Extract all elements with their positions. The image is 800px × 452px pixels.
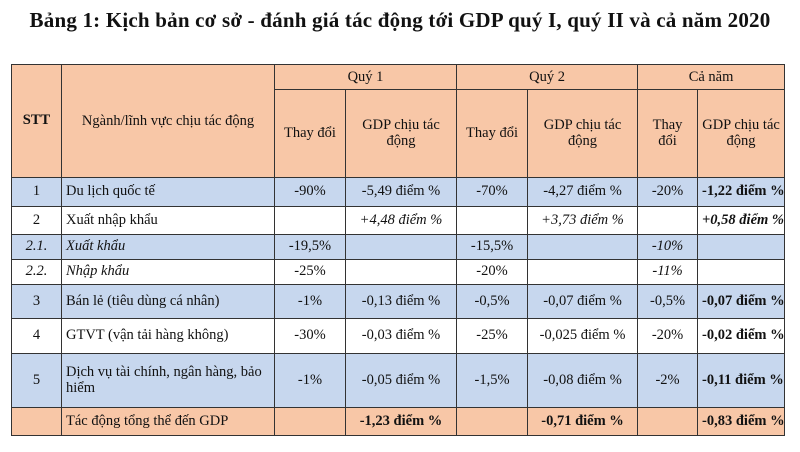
row-sector: Du lịch quốc tế	[61, 176, 275, 207]
row-sector: Xuất khẩu	[61, 233, 275, 260]
header-q2: Quý 2	[456, 64, 639, 90]
row-q2-change: -20%	[456, 258, 529, 285]
total-year-change	[637, 406, 699, 437]
row-q2-gdp	[527, 233, 639, 260]
table-row: 3 Bán lẻ (tiêu dùng cá nhân) -1% -0,13 đ…	[11, 283, 786, 320]
row-q2-change: -0,5%	[456, 283, 529, 320]
row-stt: 4	[11, 318, 62, 354]
row-q1-change: -25%	[274, 258, 346, 285]
row-year-change: -20%	[637, 318, 699, 354]
total-row: Tác động tổng thể đến GDP -1,23 điểm % -…	[11, 406, 786, 437]
row-q2-change	[456, 205, 529, 235]
total-q2-gdp: -0,71 điểm %	[527, 406, 639, 437]
row-stt: 2	[11, 205, 62, 235]
row-stt: 2.1.	[11, 233, 62, 260]
row-q2-gdp: +3,73 điểm %	[527, 205, 639, 235]
header-year-gdp: GDP chịu tác động	[697, 89, 786, 178]
row-year-gdp: -0,11 điểm %	[697, 352, 786, 408]
table-row: 2 Xuất nhập khẩu +4,48 điểm % +3,73 điểm…	[11, 205, 786, 235]
row-q2-gdp: -0,07 điểm %	[527, 283, 639, 320]
header-q2-change: Thay đổi	[456, 89, 529, 178]
total-stt	[11, 406, 62, 437]
row-q2-gdp: -0,025 điểm %	[527, 318, 639, 354]
row-sector: Bán lẻ (tiêu dùng cá nhân)	[61, 283, 275, 320]
row-year-gdp: +0,58 điểm %	[697, 205, 786, 235]
row-year-change: -20%	[637, 176, 699, 207]
row-year-change: -0,5%	[637, 283, 699, 320]
row-q2-change: -15,5%	[456, 233, 529, 260]
row-year-gdp	[697, 233, 786, 260]
header-q1-change: Thay đổi	[274, 89, 346, 178]
header-year: Cả năm	[637, 64, 786, 90]
header-row-metrics: Thay đổi GDP chịu tác động Thay đổi GDP …	[12, 89, 786, 178]
total-year-gdp: -0,83 điểm %	[697, 406, 786, 437]
row-q1-gdp: +4,48 điểm %	[344, 205, 458, 235]
header-q1: Quý 1	[273, 64, 458, 90]
row-q1-gdp	[344, 233, 458, 260]
row-sector: Dịch vụ tài chính, ngân hàng, bảo hiểm	[61, 352, 275, 408]
table-row: 2.1. Xuất khẩu -19,5% -15,5% -10%	[11, 233, 786, 260]
row-q2-gdp: -4,27 điểm %	[527, 176, 639, 207]
row-q1-change: -1%	[274, 352, 346, 408]
row-sector: GTVT (vận tải hàng không)	[61, 318, 275, 354]
total-label: Tác động tổng thể đến GDP	[61, 406, 275, 437]
table-row: 2.2. Nhập khẩu -25% -20% -11%	[11, 258, 786, 285]
row-stt: 3	[11, 283, 62, 320]
table-title: Bảng 1: Kịch bản cơ sở - đánh giá tác độ…	[29, 8, 771, 32]
row-q1-change: -30%	[274, 318, 346, 354]
table-row: 5 Dịch vụ tài chính, ngân hàng, bảo hiểm…	[11, 352, 786, 408]
total-q2-change	[456, 406, 529, 437]
total-q1-change	[274, 406, 346, 437]
total-q1-gdp: -1,23 điểm %	[344, 406, 458, 437]
row-q1-change: -1%	[274, 283, 346, 320]
header-q2-gdp: GDP chịu tác động	[527, 89, 639, 178]
row-q2-gdp: -0,08 điểm %	[527, 352, 639, 408]
row-q1-change: -90%	[274, 176, 346, 207]
row-year-change: -2%	[637, 352, 699, 408]
row-q1-gdp: -5,49 điểm %	[344, 176, 458, 207]
row-year-change: -10%	[637, 233, 699, 260]
row-q1-gdp: -0,03 điểm %	[344, 318, 458, 354]
row-year-change: -11%	[637, 258, 699, 285]
row-q2-gdp	[527, 258, 639, 285]
header-stt: STT	[11, 64, 62, 178]
row-stt: 1	[11, 176, 62, 207]
row-year-gdp: -0,02 điểm %	[697, 318, 786, 354]
gdp-impact-table: STT Ngành/lĩnh vực chịu tác động Quý 1 Q…	[11, 64, 786, 437]
row-year-gdp: -1,22 điểm %	[697, 176, 786, 207]
row-q1-change: -19,5%	[274, 233, 346, 260]
row-year-change	[637, 205, 699, 235]
row-stt: 5	[11, 352, 62, 408]
header-row-periods: STT Ngành/lĩnh vực chịu tác động Quý 1 Q…	[11, 64, 786, 178]
row-q1-gdp	[344, 258, 458, 285]
row-q2-change: -70%	[456, 176, 529, 207]
row-stt: 2.2.	[11, 258, 62, 285]
row-q1-gdp: -0,05 điểm %	[344, 352, 458, 408]
row-year-gdp	[697, 258, 786, 285]
row-q1-gdp: -0,13 điểm %	[344, 283, 458, 320]
header-q1-gdp: GDP chịu tác động	[344, 89, 458, 178]
header-sector: Ngành/lĩnh vực chịu tác động	[61, 64, 275, 178]
row-sector: Nhập khẩu	[61, 258, 275, 285]
header-year-change: Thay đổi	[637, 89, 699, 178]
row-sector: Xuất nhập khẩu	[61, 205, 275, 235]
row-q2-change: -25%	[456, 318, 529, 354]
row-year-gdp: -0,07 điểm %	[697, 283, 786, 320]
table-row: 1 Du lịch quốc tế -90% -5,49 điểm % -70%…	[11, 176, 786, 207]
row-q1-change	[274, 205, 346, 235]
table-row: 4 GTVT (vận tải hàng không) -30% -0,03 đ…	[11, 318, 786, 354]
row-q2-change: -1,5%	[456, 352, 529, 408]
